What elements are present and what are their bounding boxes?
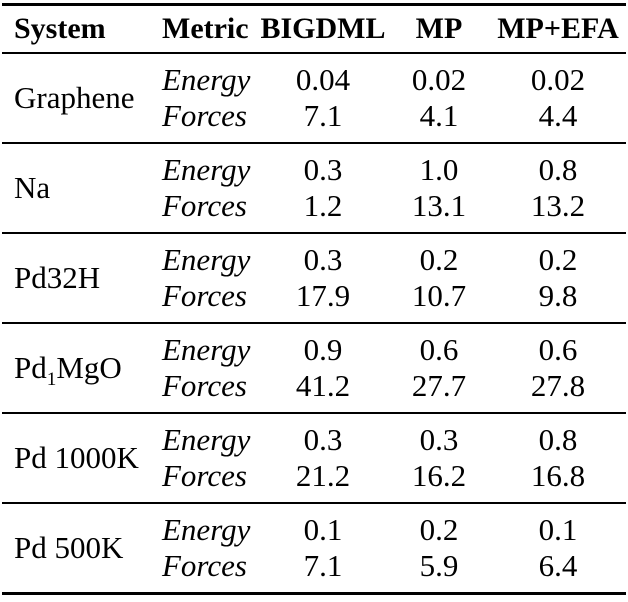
table-row: Forces 41.2 27.7 27.8 — [2, 368, 626, 413]
value-cell: 9.8 — [538, 277, 578, 313]
table-row: Na Energy 0.3 1.0 0.8 — [2, 143, 626, 205]
metric-cell: Energy — [162, 511, 251, 547]
value-cell: 0.6 — [538, 331, 578, 367]
table-row: Forces 7.1 4.1 4.4 — [2, 98, 626, 143]
value-cell: 0.2 — [538, 241, 578, 277]
metric-cell: Energy — [162, 421, 251, 457]
table-row: Forces 1.2 13.1 13.2 — [2, 188, 626, 233]
table-row: Forces 7.1 5.9 6.4 — [2, 548, 626, 594]
value-cell: 16.2 — [411, 457, 467, 493]
value-cell: 6.4 — [538, 547, 578, 583]
value-cell: 0.1 — [303, 511, 343, 547]
metric-cell: Energy — [162, 241, 251, 277]
column-header-bigdml: BIGDML — [260, 11, 386, 45]
value-cell: 27.7 — [411, 367, 467, 403]
value-cell: 0.3 — [303, 151, 343, 187]
column-header-mp: MP — [415, 11, 463, 45]
value-cell: 0.1 — [538, 511, 578, 547]
value-cell: 0.9 — [303, 331, 343, 367]
value-cell: 21.2 — [295, 457, 351, 493]
table-row: Forces 17.9 10.7 9.8 — [2, 278, 626, 323]
table-row: Pd 1000K Energy 0.3 0.3 0.8 — [2, 413, 626, 475]
metric-cell: Energy — [162, 151, 251, 187]
system-cell: Pd 1000K — [14, 439, 139, 475]
value-cell: 17.9 — [295, 277, 351, 313]
table-row: Pd32H Energy 0.3 0.2 0.2 — [2, 233, 626, 295]
table-header: System Metric BIGDML MP MP+EFA — [2, 5, 626, 53]
table-row: Pd1MgO Energy 0.9 0.6 0.6 — [2, 323, 626, 389]
metric-cell: Forces — [162, 97, 247, 133]
value-cell: 0.8 — [538, 151, 578, 187]
metric-cell: Forces — [162, 277, 247, 313]
value-cell: 1.2 — [303, 187, 343, 223]
value-cell: 0.2 — [419, 511, 459, 547]
system-cell: Graphene — [14, 79, 135, 115]
system-cell: Pd 500K — [14, 529, 124, 565]
table-group: Na Energy 0.3 1.0 0.8 Forces 1.2 13.1 13.2 — [2, 143, 626, 233]
value-cell: 0.04 — [295, 61, 351, 97]
value-cell: 41.2 — [295, 367, 351, 403]
header-row: System Metric BIGDML MP MP+EFA — [2, 5, 626, 53]
value-cell: 0.02 — [411, 61, 467, 97]
value-cell: 0.3 — [303, 241, 343, 277]
value-cell: 10.7 — [411, 277, 467, 313]
metric-cell: Energy — [162, 61, 251, 97]
metric-cell: Energy — [162, 331, 251, 367]
system-subscript: 1 — [46, 368, 57, 390]
value-cell: 0.8 — [538, 421, 578, 457]
table-group: Pd1MgO Energy 0.9 0.6 0.6 Forces 41.2 27.7 27.8 — [2, 323, 626, 413]
value-cell: 4.4 — [538, 97, 578, 133]
value-cell: 4.1 — [419, 97, 459, 133]
table-row: Pd 500K Energy 0.1 0.2 0.1 — [2, 503, 626, 565]
column-header-mp-efa: MP+EFA — [497, 11, 619, 45]
table-row: Forces 21.2 16.2 16.8 — [2, 458, 626, 503]
value-cell: 0.02 — [530, 61, 586, 97]
value-cell: 13.2 — [530, 187, 586, 223]
value-cell: 5.9 — [419, 547, 459, 583]
value-cell: 27.8 — [530, 367, 586, 403]
table-row: Graphene Energy 0.04 0.02 0.02 — [2, 53, 626, 115]
table-group: Pd 1000K Energy 0.3 0.3 0.8 Forces 21.2 16.2 16.… — [2, 413, 626, 503]
table-group: Pd 500K Energy 0.1 0.2 0.1 Forces 7.1 5.9 6.4 — [2, 503, 626, 594]
value-cell: 7.1 — [303, 97, 343, 133]
system-cell: Na — [14, 169, 51, 205]
column-header-system: System — [14, 11, 106, 45]
metric-cell: Forces — [162, 547, 247, 583]
value-cell: 0.3 — [419, 421, 459, 457]
table-group: Pd32H Energy 0.3 0.2 0.2 Forces 17.9 10.7 9.8 — [2, 233, 626, 323]
table-group: Graphene Energy 0.04 0.02 0.02 Forces 7.1 4.1 4.… — [2, 53, 626, 143]
metric-cell: Forces — [162, 457, 247, 493]
metric-cell: Forces — [162, 187, 247, 223]
system-cell: Pd1MgO — [14, 349, 122, 390]
value-cell: 7.1 — [303, 547, 343, 583]
column-header-metric: Metric — [162, 11, 249, 45]
value-cell: 1.0 — [419, 151, 459, 187]
value-cell: 16.8 — [530, 457, 586, 493]
value-cell: 0.2 — [419, 241, 459, 277]
metric-cell: Forces — [162, 367, 247, 403]
value-cell: 13.1 — [411, 187, 467, 223]
benchmark-table: System Metric BIGDML MP MP+EFA Graphene E… — [2, 3, 626, 595]
value-cell: 0.3 — [303, 421, 343, 457]
system-cell: Pd32H — [14, 259, 101, 295]
value-cell: 0.6 — [419, 331, 459, 367]
